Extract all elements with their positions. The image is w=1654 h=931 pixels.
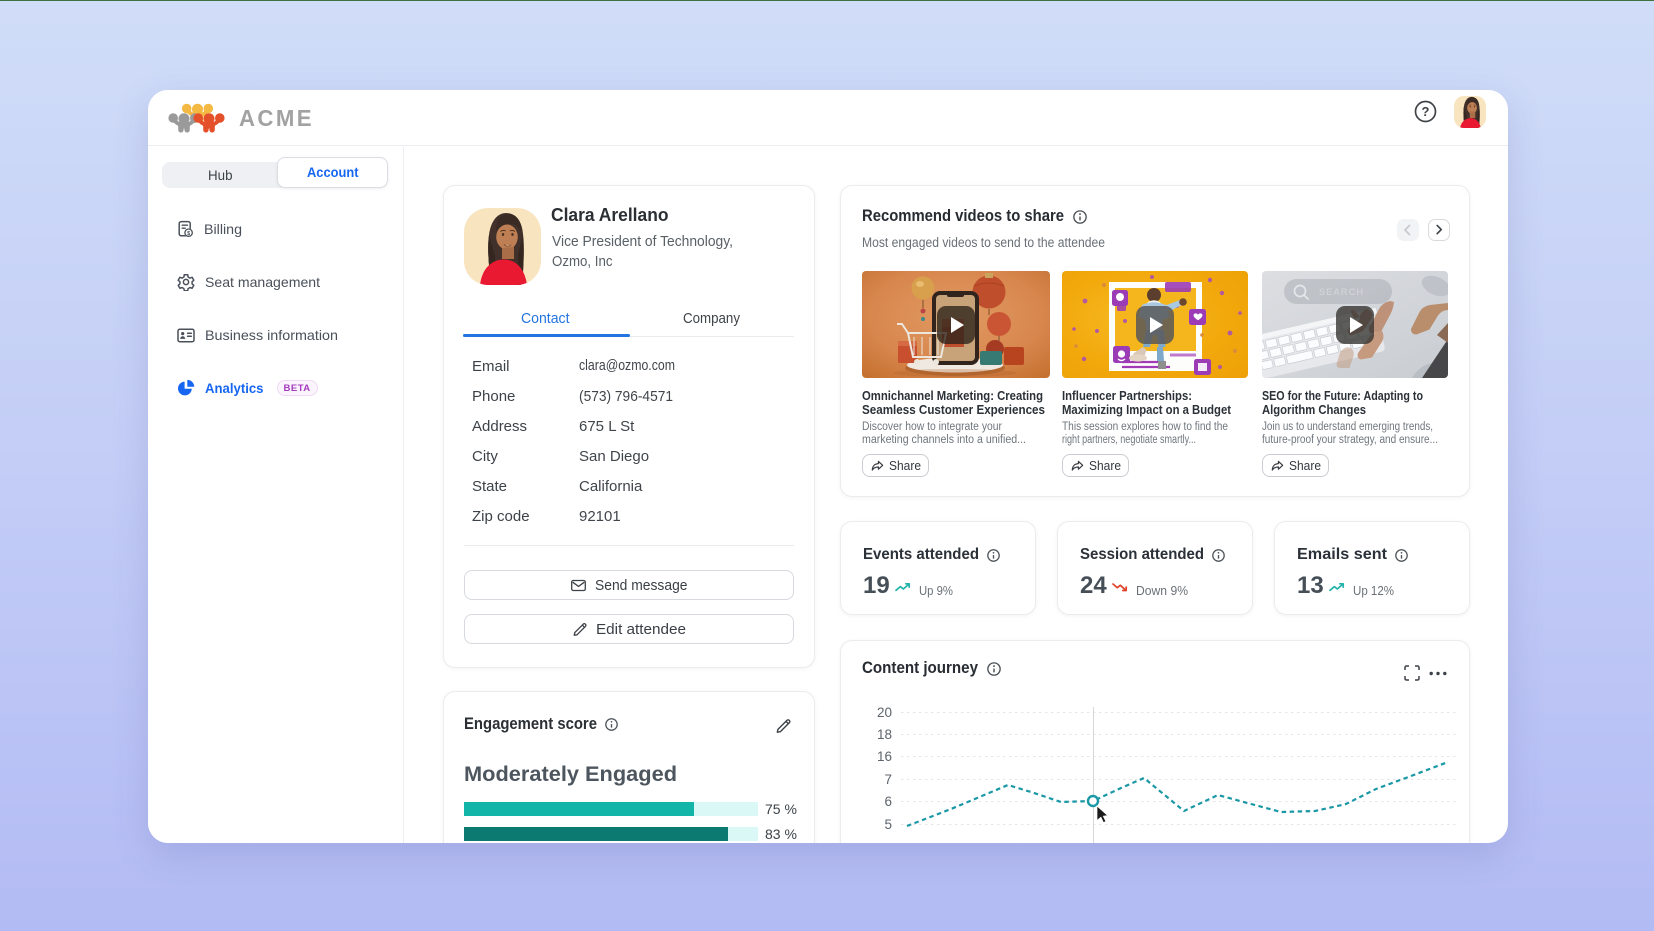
svg-text:$: $ [187, 231, 190, 237]
svg-text:?: ? [1422, 104, 1430, 119]
svg-text:SEARCH: SEARCH [1319, 287, 1364, 297]
